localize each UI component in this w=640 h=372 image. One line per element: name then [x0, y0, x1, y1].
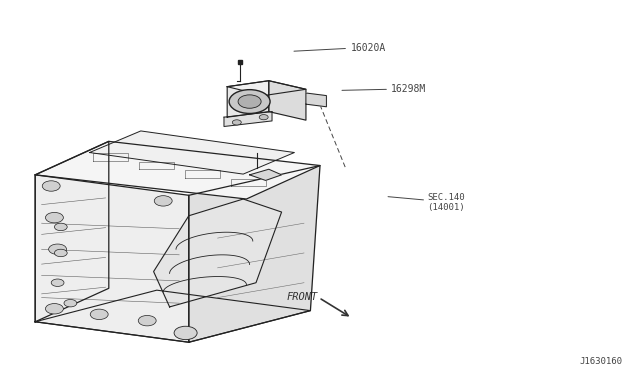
Polygon shape	[154, 199, 282, 307]
Circle shape	[238, 95, 261, 108]
Text: 16298M: 16298M	[390, 84, 426, 94]
Circle shape	[232, 120, 241, 125]
Polygon shape	[250, 169, 282, 180]
Polygon shape	[90, 131, 294, 174]
Circle shape	[51, 279, 64, 286]
Circle shape	[154, 196, 172, 206]
Polygon shape	[35, 175, 189, 342]
Polygon shape	[189, 166, 320, 342]
Text: SEC.140
(14001): SEC.140 (14001)	[428, 193, 465, 212]
Polygon shape	[227, 81, 306, 96]
Polygon shape	[269, 81, 306, 120]
Circle shape	[138, 315, 156, 326]
Polygon shape	[306, 93, 326, 107]
Polygon shape	[35, 141, 109, 322]
Circle shape	[174, 326, 197, 340]
Polygon shape	[35, 141, 320, 199]
Circle shape	[229, 90, 270, 113]
Text: 16020A: 16020A	[351, 44, 386, 53]
Polygon shape	[224, 112, 272, 126]
Circle shape	[54, 223, 67, 231]
Circle shape	[45, 212, 63, 223]
Circle shape	[54, 249, 67, 257]
Circle shape	[259, 115, 268, 120]
Text: J1630160: J1630160	[579, 357, 622, 366]
Polygon shape	[227, 81, 269, 117]
Circle shape	[64, 299, 77, 307]
Text: FRONT: FRONT	[287, 292, 318, 302]
Circle shape	[49, 244, 67, 254]
Circle shape	[42, 181, 60, 191]
Circle shape	[45, 304, 63, 314]
Polygon shape	[35, 290, 310, 342]
Circle shape	[90, 309, 108, 320]
